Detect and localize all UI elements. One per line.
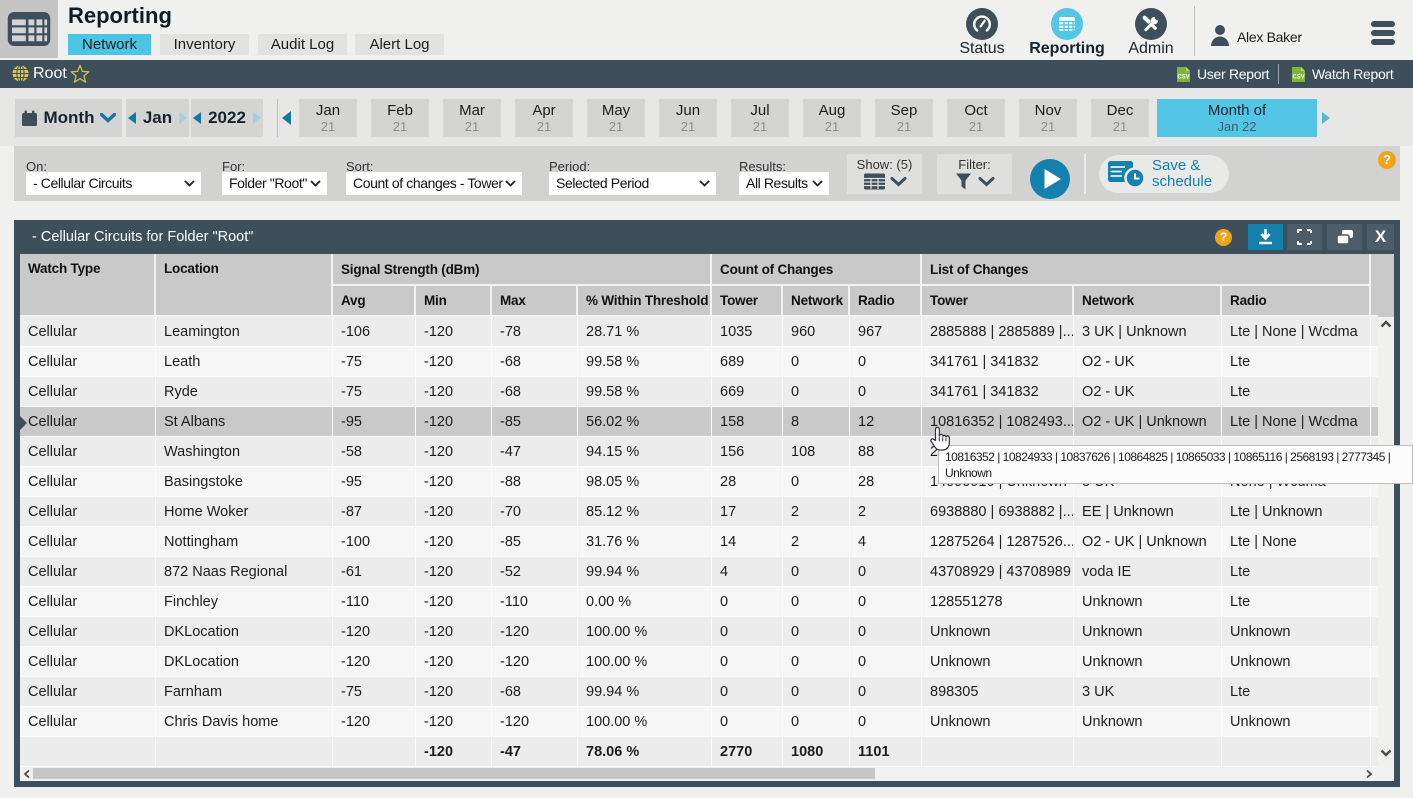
- svg-text:CSV: CSV: [1292, 75, 1304, 81]
- svg-text:CSV: CSV: [1177, 75, 1189, 81]
